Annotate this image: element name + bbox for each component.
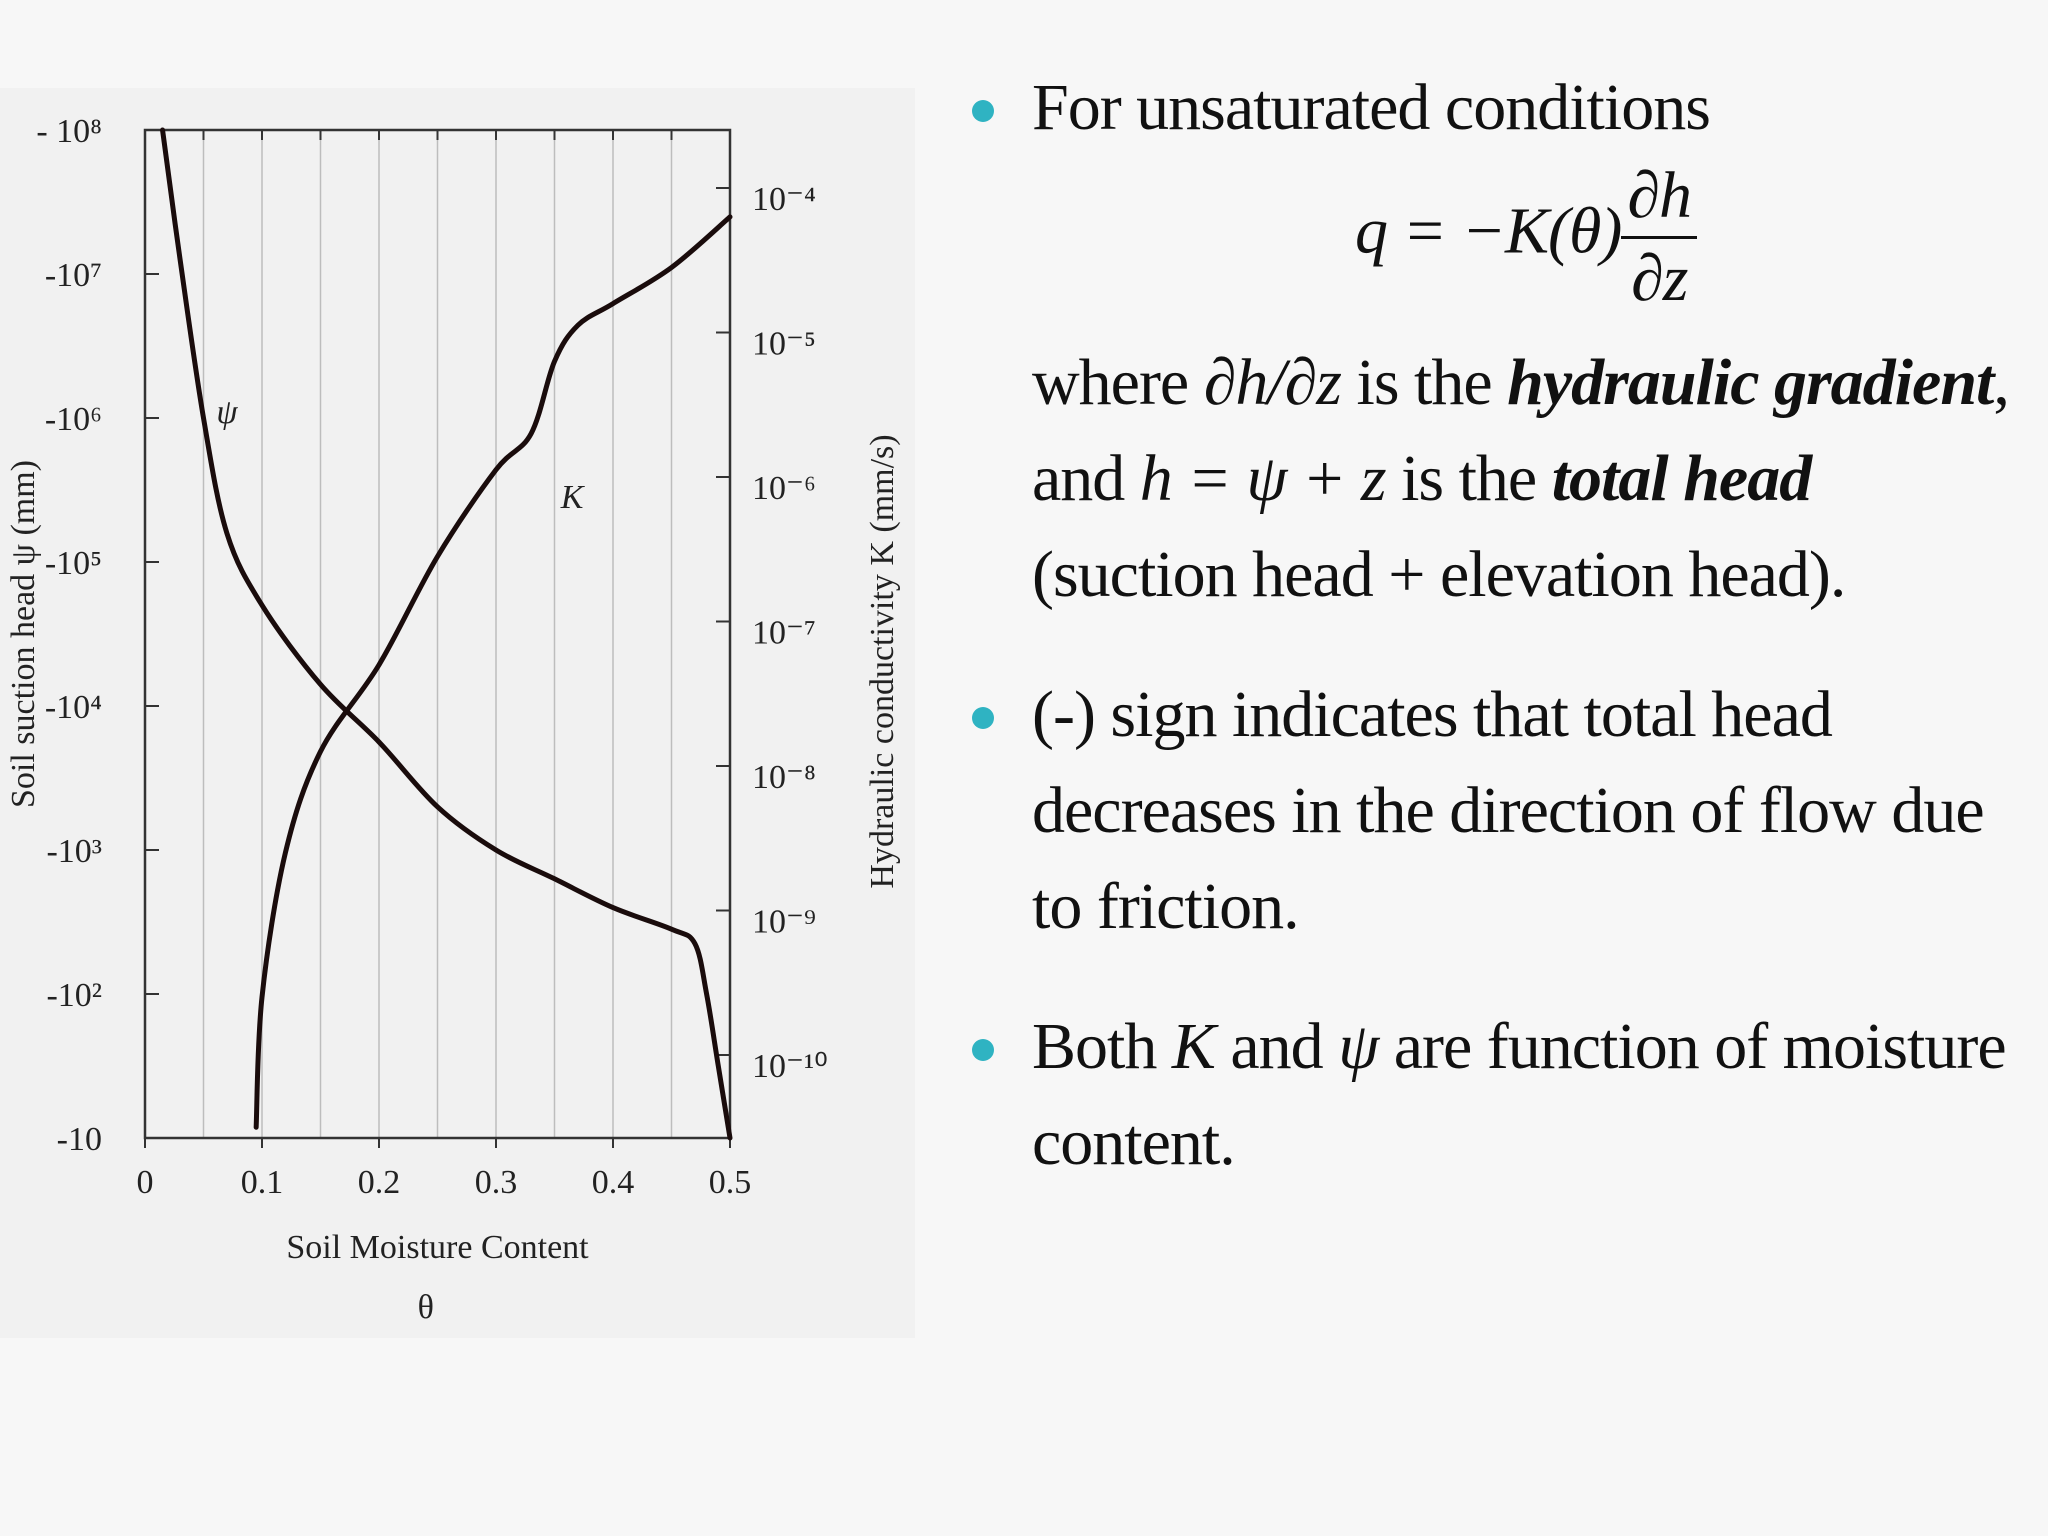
bullet-dot-icon: [972, 100, 994, 122]
soil-moisture-chart: 0 0.1 0.2 0.3 0.4 0.5 - 10⁸ -10⁷ -10⁶ -10⁵ -10⁴ -10…: [5, 113, 901, 1326]
y-left-axis-title: Soil suction head ψ (mm): [5, 460, 42, 808]
k-curve: [253, 214, 733, 1130]
text-function: are function of moisture content.: [1032, 1010, 2007, 1179]
x-axis-title: Soil Moisture Content: [286, 1229, 589, 1266]
psi-curve-label: ψ: [216, 394, 238, 431]
x-tick-label: 0.1: [241, 1164, 284, 1201]
y-right-tick-label: 10⁻¹⁰: [752, 1048, 828, 1085]
y-left-tick-label: -10⁴: [45, 689, 102, 726]
formula-numerator: ∂h: [1621, 156, 1698, 239]
y-left-tick-label: -10⁶: [45, 401, 102, 438]
text-hydraulic-gradient: hydraulic gradient: [1507, 346, 1994, 419]
formula-lhs: q = −K(θ): [1354, 194, 1622, 268]
grid-lines: [202, 130, 673, 1138]
text-and: , and: [1032, 346, 2010, 515]
x-tick-label: 0.5: [709, 1164, 752, 1201]
y-left-tick-label: -10: [57, 1121, 102, 1158]
y-left-tick-label: -10³: [46, 833, 102, 870]
text-dhdz: ∂h/∂z: [1203, 346, 1342, 419]
x-tick-label: 0: [137, 1164, 154, 1201]
bullet-dot-icon: [972, 707, 994, 729]
y-left-tick-label: -10⁵: [45, 545, 102, 582]
text-panel: For unsaturated conditions q = −K(θ) ∂h ∂z…: [960, 60, 2020, 1191]
text-h-equation: h = ψ + z: [1139, 442, 1387, 515]
bullet-dot-icon: [972, 1039, 994, 1061]
text-isthe-2: is the: [1385, 442, 1552, 515]
text-paren: (suction head + elevation head).: [1032, 538, 1846, 611]
text-both: Both: [1032, 1010, 1172, 1083]
darcy-formula: q = −K(θ) ∂h ∂z: [1032, 156, 2020, 319]
axes: [143, 128, 732, 1148]
y-right-tick-label: 10⁻⁵: [752, 326, 816, 363]
curves: [160, 127, 733, 1141]
x-tick-label: 0.3: [475, 1164, 518, 1201]
bullet-function: Both K and ψ are function of moisture co…: [960, 999, 2020, 1191]
bullet-unsaturated: For unsaturated conditions q = −K(θ) ∂h ∂z…: [960, 60, 2020, 623]
bullet-1-explanation: where ∂h/∂z is the hydraulic gradient, a…: [1032, 335, 2020, 623]
y-right-tick-label: 10⁻⁹: [752, 904, 816, 941]
bullet-3-text: Both K and ψ are function of moisture co…: [1032, 999, 2020, 1191]
bullet-2-text: (-) sign indicates that total head decre…: [1032, 678, 1985, 943]
bullet-sign: (-) sign indicates that total head decre…: [960, 667, 2020, 955]
psi-curve: [160, 127, 733, 1141]
k-curve-label: K: [560, 479, 586, 516]
text-psi: ψ: [1338, 1010, 1379, 1083]
bullet-1-heading: For unsaturated conditions: [1032, 71, 1711, 144]
x-tick-label: 0.2: [358, 1164, 401, 1201]
text-k: K: [1171, 1010, 1216, 1083]
text-isthe: is the: [1340, 346, 1508, 419]
y-right-axis-title: Hydraulic conductivity K (mm/s): [864, 434, 901, 888]
text-where: where: [1032, 346, 1204, 419]
y-right-tick-label: 10⁻⁴: [752, 181, 816, 218]
formula-fraction: ∂h ∂z: [1621, 156, 1698, 319]
x-tick-label: 0.4: [592, 1164, 635, 1201]
y-left-tick-label: -10⁷: [45, 257, 102, 294]
tick-labels: 0 0.1 0.2 0.3 0.4 0.5 - 10⁸ -10⁷ -10⁶ -10⁵ -10⁴ -10…: [5, 113, 901, 1326]
y-right-tick-label: 10⁻⁸: [752, 759, 816, 796]
y-right-tick-label: 10⁻⁷: [752, 615, 816, 652]
y-right-tick-label: 10⁻⁶: [752, 470, 816, 507]
text-and-2: and: [1214, 1010, 1339, 1083]
formula-denominator: ∂z: [1631, 242, 1688, 315]
chart-panel: 0 0.1 0.2 0.3 0.4 0.5 - 10⁸ -10⁷ -10⁶ -10⁵ -10⁴ -10…: [0, 88, 915, 1338]
text-total-head: total head: [1551, 442, 1813, 515]
y-left-tick-label: - 10⁸: [36, 113, 102, 150]
x-axis-symbol: θ: [418, 1289, 434, 1326]
y-left-tick-label: -10²: [46, 977, 102, 1014]
